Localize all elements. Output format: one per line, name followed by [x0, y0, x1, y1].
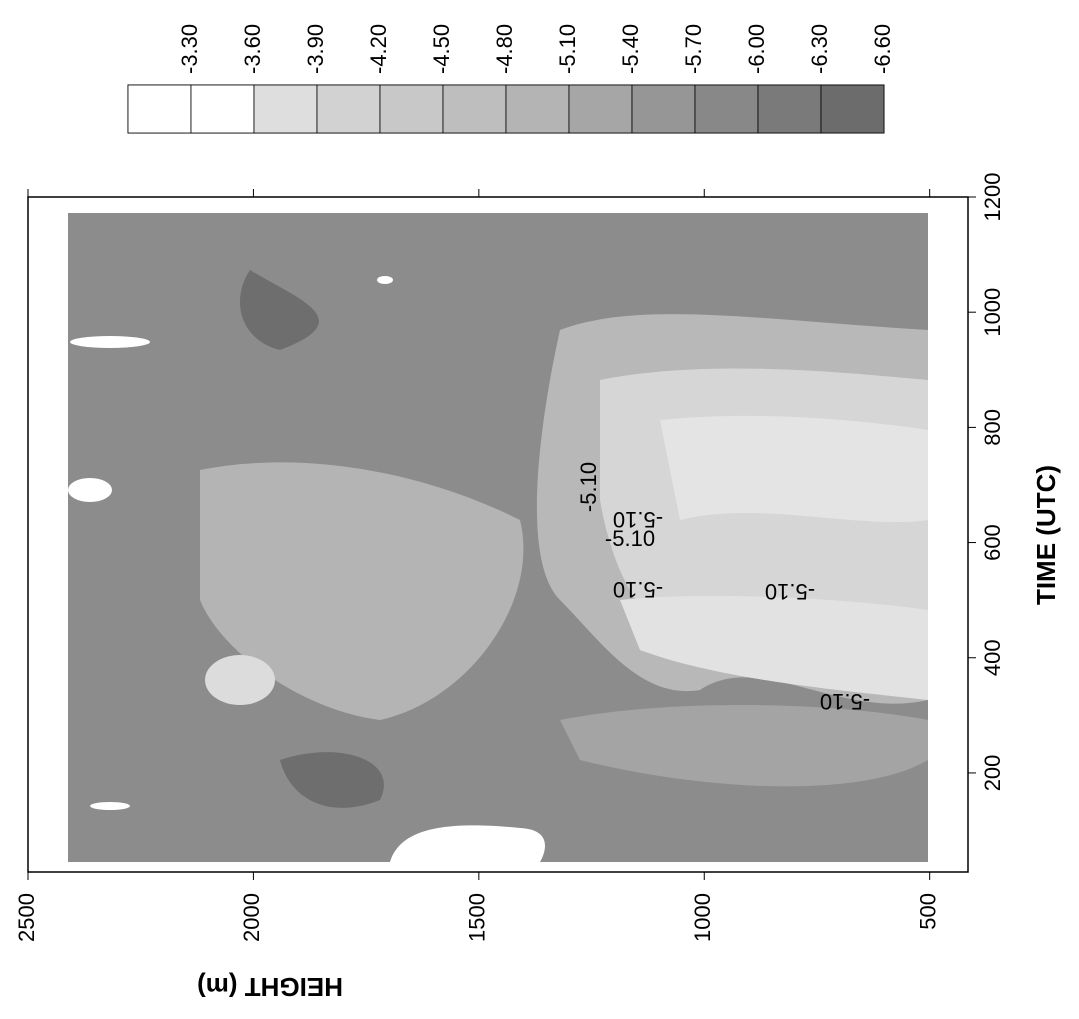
- field-blank: [68, 478, 112, 502]
- contour-label: -5.10: [613, 577, 663, 602]
- field-region: [205, 655, 275, 705]
- colorbar-box: [379, 84, 444, 134]
- field-region: [560, 705, 928, 787]
- contour-label: -5.10: [613, 507, 663, 532]
- x-tick-label: 500: [915, 893, 940, 930]
- y-tick-label: 200: [980, 755, 1005, 792]
- x-tick-label: 1000: [690, 893, 715, 942]
- colorbar-box: [190, 84, 255, 134]
- contour-label: -5.10: [820, 689, 870, 714]
- y-tick-label: 400: [980, 639, 1005, 676]
- field-region: [660, 415, 928, 523]
- contour-label: -5.10: [765, 579, 815, 604]
- x-axis-label: HEIGHT (m): [197, 972, 343, 1002]
- colorbar-box: [253, 84, 318, 134]
- field-region: [620, 595, 928, 700]
- colorbar-box: [316, 84, 381, 134]
- contour-label: -5.10: [576, 462, 601, 512]
- colorbar-box: [631, 84, 696, 134]
- colorbar-box: [757, 84, 822, 134]
- colorbar-label: -6.30: [807, 24, 832, 74]
- x-tick-label: 2000: [239, 893, 264, 942]
- y-tick-label: 800: [980, 409, 1005, 446]
- colorbar-label: -3.60: [240, 24, 265, 74]
- y-tick-label: 1200: [980, 173, 1005, 222]
- field-region: [200, 462, 524, 720]
- y-tick-label: 1000: [980, 288, 1005, 337]
- plot-frame: [27, 196, 969, 873]
- field-blank: [390, 825, 545, 862]
- colorbar-label: -4.20: [366, 24, 391, 74]
- field-blank: [70, 336, 150, 348]
- x-tick-label: 2500: [14, 893, 39, 942]
- colorbar-label: -4.80: [492, 24, 517, 74]
- colorbar-label: -6.00: [744, 24, 769, 74]
- field-blank: [90, 802, 130, 810]
- colorbar-label: -4.50: [429, 24, 454, 74]
- field: [68, 213, 928, 862]
- colorbar-label: -5.70: [681, 24, 706, 74]
- colorbar-box: [694, 84, 759, 134]
- colorbar-label: -3.90: [303, 24, 328, 74]
- field-region: [240, 270, 319, 350]
- colorbar-label: -5.10: [555, 24, 580, 74]
- field-blank: [377, 276, 393, 284]
- colorbar-box: [505, 84, 570, 134]
- x-tick-label: 1500: [465, 893, 490, 942]
- contour-label: -5.10: [605, 526, 655, 551]
- colorbar-box: [820, 84, 885, 134]
- field-region: [280, 752, 384, 808]
- y-axis-label: TIME (UTC): [1031, 465, 1061, 605]
- y-tick-label: 600: [980, 524, 1005, 561]
- colorbar-box: [127, 84, 192, 134]
- colorbar-box: [442, 84, 507, 134]
- colorbar-label: -3.30: [177, 24, 202, 74]
- colorbar-box: [568, 84, 633, 134]
- colorbar-label: -6.60: [870, 24, 895, 74]
- colorbar-label: -5.40: [618, 24, 643, 74]
